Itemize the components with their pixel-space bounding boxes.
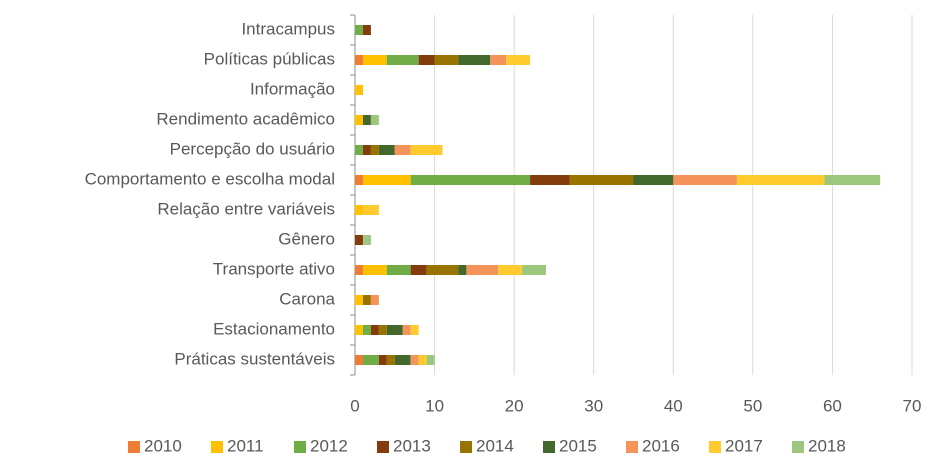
bar-segment xyxy=(426,265,459,275)
bar-segment xyxy=(466,265,499,275)
bar-segment xyxy=(394,145,411,155)
bar-segment xyxy=(355,265,363,275)
bar-segment xyxy=(355,325,363,335)
bar-segment xyxy=(355,55,363,65)
bar-segment xyxy=(355,115,363,125)
x-tick-label: 10 xyxy=(425,396,444,415)
bar-segment xyxy=(418,355,427,365)
legend-label: 2017 xyxy=(725,436,763,455)
bar-segment xyxy=(386,265,411,275)
bar-segment xyxy=(410,355,419,365)
bar-segment xyxy=(530,175,570,185)
bar-segment xyxy=(402,325,411,335)
legend-swatch xyxy=(294,441,306,453)
bar-segment xyxy=(426,355,435,365)
bar-segment xyxy=(394,355,411,365)
bar-segment xyxy=(633,175,674,185)
legend-swatch xyxy=(626,441,638,453)
bar-segment xyxy=(355,355,363,365)
bar-segment xyxy=(355,205,363,215)
bar-segment xyxy=(370,295,379,305)
y-tick-label: Relação entre variáveis xyxy=(157,199,335,218)
x-tick-label: 40 xyxy=(664,396,683,415)
x-tick-label: 70 xyxy=(903,396,922,415)
legend-swatch xyxy=(128,441,140,453)
bar-segment xyxy=(362,115,371,125)
bar-segment xyxy=(458,265,467,275)
bar-segment xyxy=(355,145,363,155)
y-tick-label: Políticas públicas xyxy=(204,49,335,68)
bar-segment xyxy=(378,325,387,335)
bar-segment xyxy=(355,25,363,35)
bar-segment xyxy=(362,295,371,305)
bar-segment xyxy=(458,55,491,65)
legend-swatch xyxy=(377,441,389,453)
legend-label: 2012 xyxy=(310,436,348,455)
y-tick-label: Carona xyxy=(279,289,335,308)
legend-swatch xyxy=(543,441,555,453)
bar-segment xyxy=(378,355,387,365)
bar-segment xyxy=(418,55,435,65)
bar-segment xyxy=(490,55,507,65)
bar-segment xyxy=(362,325,371,335)
bar-segment xyxy=(736,175,825,185)
bar-segment xyxy=(370,145,379,155)
bar-segment xyxy=(362,235,371,245)
bar-segment xyxy=(355,295,363,305)
legend-swatch xyxy=(792,441,804,453)
bar-segment xyxy=(386,325,403,335)
bar-segment xyxy=(506,55,531,65)
legend-label: 2013 xyxy=(393,436,431,455)
bar-segment xyxy=(410,325,419,335)
y-tick-label: Estacionamento xyxy=(213,319,335,338)
bar-segment xyxy=(386,355,395,365)
y-tick-label: Transporte ativo xyxy=(213,259,335,278)
bar-segment xyxy=(410,175,531,185)
bar-segment xyxy=(386,55,419,65)
bar-segment xyxy=(434,55,459,65)
bar-segment xyxy=(824,175,881,185)
y-tick-label: Práticas sustentáveis xyxy=(174,349,335,368)
legend-label: 2011 xyxy=(227,436,264,455)
bar-segment xyxy=(378,145,395,155)
bar-segment xyxy=(370,115,379,125)
legend-label: 2015 xyxy=(559,436,597,455)
legend-swatch xyxy=(460,441,472,453)
bar-segment xyxy=(355,235,363,245)
bar-segment xyxy=(410,265,427,275)
bar-segment xyxy=(362,175,411,185)
legend-label: 2018 xyxy=(808,436,846,455)
bar-segment xyxy=(355,85,363,95)
x-tick-label: 0 xyxy=(350,396,359,415)
y-tick-label: Gênero xyxy=(278,229,335,248)
legend-label: 2014 xyxy=(476,436,514,455)
bar-segment xyxy=(362,355,379,365)
bar-segment xyxy=(362,145,371,155)
bar-segment xyxy=(370,325,379,335)
y-tick-label: Rendimento acadêmico xyxy=(156,109,335,128)
bar-segment xyxy=(673,175,737,185)
bar-segment xyxy=(410,145,443,155)
legend-swatch xyxy=(211,441,223,453)
bar-segment xyxy=(362,265,387,275)
x-tick-label: 30 xyxy=(584,396,603,415)
legend-swatch xyxy=(709,441,721,453)
bar-segment xyxy=(355,175,363,185)
x-tick-label: 20 xyxy=(505,396,524,415)
bar-segment xyxy=(362,25,371,35)
y-tick-label: Percepção do usuário xyxy=(170,139,335,158)
legend-label: 2016 xyxy=(642,436,680,455)
bar-segment xyxy=(569,175,634,185)
bar-segment xyxy=(498,265,523,275)
bar-segment xyxy=(522,265,546,275)
y-tick-label: Comportamento e escolha modal xyxy=(85,169,335,188)
x-tick-label: 60 xyxy=(823,396,842,415)
x-tick-label: 50 xyxy=(743,396,762,415)
bar-segment xyxy=(362,205,379,215)
y-tick-label: Informação xyxy=(250,79,335,98)
legend-label: 2010 xyxy=(144,436,182,455)
y-tick-label: Intracampus xyxy=(241,19,335,38)
bar-segment xyxy=(362,55,387,65)
